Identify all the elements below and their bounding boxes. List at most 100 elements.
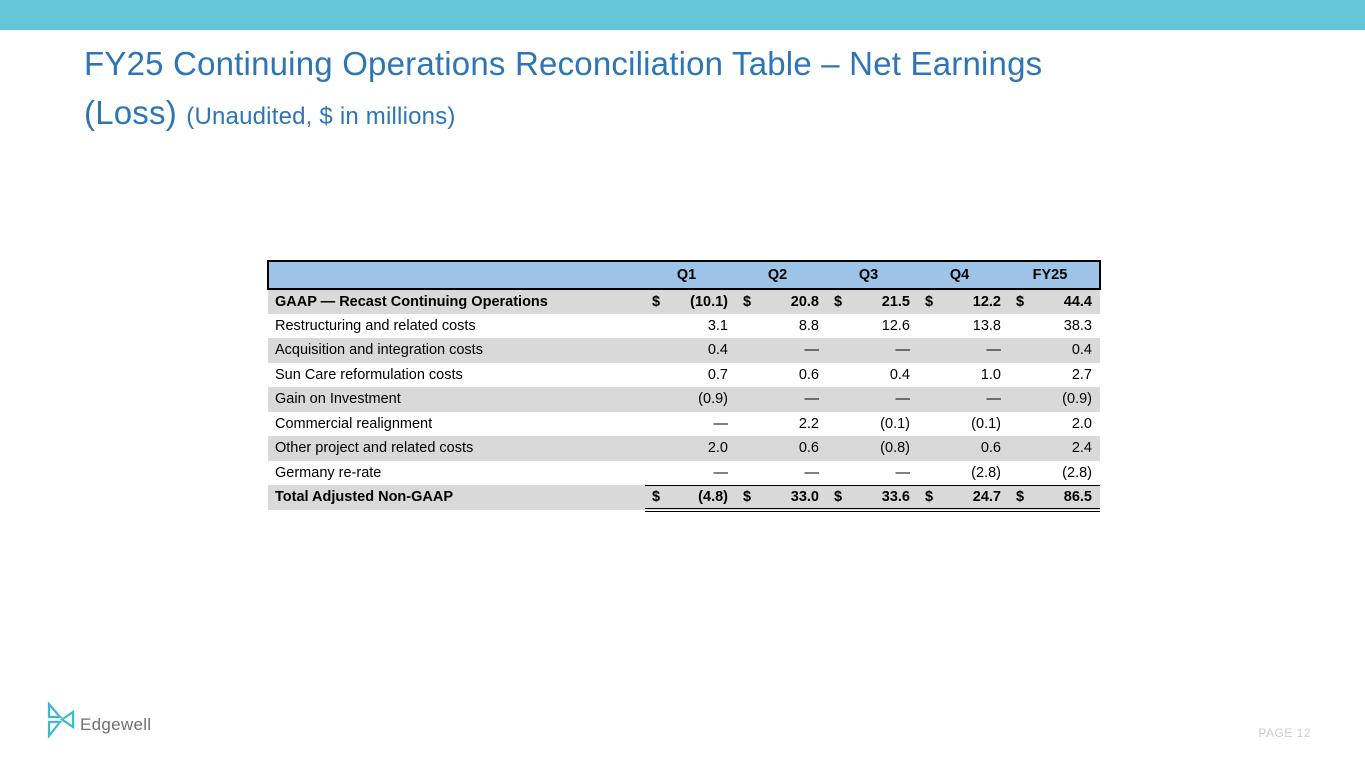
value-text: 2.4: [1071, 440, 1092, 457]
cell-value: 8.8: [736, 314, 827, 339]
title-main: FY25 Continuing Operations Reconciliatio…: [84, 45, 1043, 131]
cell-value: (0.9): [645, 387, 736, 412]
value-text: —: [713, 415, 729, 432]
cell-value: 38.3: [1009, 314, 1100, 339]
cell-value: $44.4: [1009, 289, 1100, 314]
value-text: 0.6: [798, 366, 819, 383]
value-text: (0.9): [698, 391, 728, 408]
table-row: Germany re-rate — — — (2.8) (2.8): [268, 461, 1100, 486]
cell-value: 2.2: [736, 412, 827, 437]
col-header-fy25: FY25: [1009, 260, 1101, 290]
value-text: 0.6: [980, 440, 1001, 457]
cell-value: (0.8): [827, 436, 918, 461]
value-text: 2.7: [1071, 366, 1092, 383]
cell-value: $24.7: [918, 484, 1009, 512]
cell-value: $20.8: [736, 289, 827, 314]
col-header-label: [267, 260, 645, 290]
edgewell-logo: Edgewell: [46, 702, 151, 738]
page-number: PAGE 12: [1258, 726, 1311, 740]
cell-value: 2.7: [1009, 363, 1100, 388]
edgewell-pinwheel-icon: [47, 702, 75, 738]
row-label: Acquisition and integration costs: [268, 338, 645, 363]
value-text: 12.6: [881, 317, 910, 334]
page-title: FY25 Continuing Operations Reconciliatio…: [84, 40, 1104, 138]
value-text: 44.4: [1063, 293, 1092, 310]
table-row: Gain on Investment (0.9) — — — (0.9): [268, 387, 1100, 412]
value-text: 86.5: [1063, 488, 1092, 505]
value-text: —: [713, 464, 729, 481]
cell-value: —: [827, 461, 918, 486]
cell-value: $21.5: [827, 289, 918, 314]
cell-value: —: [827, 338, 918, 363]
value-text: (4.8): [698, 488, 728, 505]
col-header-q2: Q2: [736, 260, 827, 290]
cell-value: —: [918, 387, 1009, 412]
value-text: (2.8): [1062, 464, 1092, 481]
value-text: (0.1): [880, 415, 910, 432]
cell-value: —: [736, 387, 827, 412]
net-earnings-table: Q1 Q2 Q3 Q4 FY25 GAAP — Recast Continuing Op…: [267, 260, 1101, 512]
value-text: 3.1: [707, 317, 728, 334]
value-text: 0.4: [1071, 342, 1092, 359]
value-text: 2.2: [798, 415, 819, 432]
cell-value: 2.0: [645, 436, 736, 461]
cell-value: 2.0: [1009, 412, 1100, 437]
col-header-q4: Q4: [918, 260, 1009, 290]
value-text: (10.1): [690, 293, 728, 310]
value-text: 38.3: [1063, 317, 1092, 334]
table-row: Restructuring and related costs 3.1 8.8 12.…: [268, 314, 1100, 339]
value-text: —: [804, 464, 820, 481]
cell-value: —: [645, 461, 736, 486]
cell-value: —: [645, 412, 736, 437]
currency-symbol: $: [834, 293, 843, 310]
cell-value: (2.8): [1009, 461, 1100, 486]
currency-symbol: $: [925, 488, 934, 505]
row-label: Commercial realignment: [275, 415, 433, 432]
table-row: Total Adjusted Non-GAAP $ (4.8) $33.0 $33.6 $…: [268, 484, 1100, 512]
value-text: (0.8): [880, 440, 910, 457]
cell-value: $ (10.1): [645, 289, 736, 314]
cell-value: $33.0: [736, 484, 827, 512]
table-row: Acquisition and integration costs 0.4 — — — 0…: [268, 338, 1100, 363]
cell-value: 1.0: [918, 363, 1009, 388]
value-text: —: [804, 342, 820, 359]
value-text: (2.8): [971, 464, 1001, 481]
value-text: 0.7: [707, 366, 728, 383]
value-text: —: [804, 391, 820, 408]
table-header: Q1 Q2 Q3 Q4 FY25: [267, 260, 1101, 290]
value-text: 2.0: [1071, 415, 1092, 432]
edgewell-logo-text: Edgewell: [80, 715, 152, 734]
cell-value: —: [827, 387, 918, 412]
cell-value: 0.6: [736, 363, 827, 388]
cell-value: 0.4: [827, 363, 918, 388]
value-text: (0.9): [1062, 391, 1092, 408]
currency-symbol: $: [743, 488, 752, 505]
row-label: Sun Care reformulation costs: [275, 366, 463, 383]
cell-value: 0.4: [1009, 338, 1100, 363]
value-text: 21.5: [881, 293, 910, 310]
table-row: Other project and related costs 2.0 0.6 (0.…: [268, 436, 1100, 461]
value-text: 2.0: [707, 440, 728, 457]
table-row: GAAP — Recast Continuing Operations $ (10.…: [268, 289, 1100, 314]
cell-value: 12.6: [827, 314, 918, 339]
row-label: Other project and related costs: [268, 436, 645, 461]
cell-value: $33.6: [827, 484, 918, 512]
currency-symbol: $: [1016, 293, 1025, 310]
currency-symbol: $: [743, 293, 752, 310]
cell-value: —: [736, 461, 827, 486]
table-row: Commercial realignment — 2.2 (0.1) (0.1) 2.0: [268, 412, 1100, 437]
value-text: 33.6: [881, 488, 910, 505]
value-text: 12.2: [972, 293, 1001, 310]
row-label: GAAP — Recast Continuing Operations: [268, 289, 645, 314]
value-text: —: [895, 342, 911, 359]
table-row: Sun Care reformulation costs 0.7 0.6 0.4 1.0…: [268, 363, 1100, 388]
value-text: 0.6: [798, 440, 819, 457]
cell-value: 0.7: [645, 363, 736, 388]
value-text: —: [986, 342, 1002, 359]
currency-symbol: $: [925, 293, 934, 310]
row-label: Gain on Investment: [268, 387, 645, 412]
cell-value: $12.2: [918, 289, 1009, 314]
value-text: 24.7: [972, 488, 1001, 505]
value-text: —: [986, 391, 1002, 408]
